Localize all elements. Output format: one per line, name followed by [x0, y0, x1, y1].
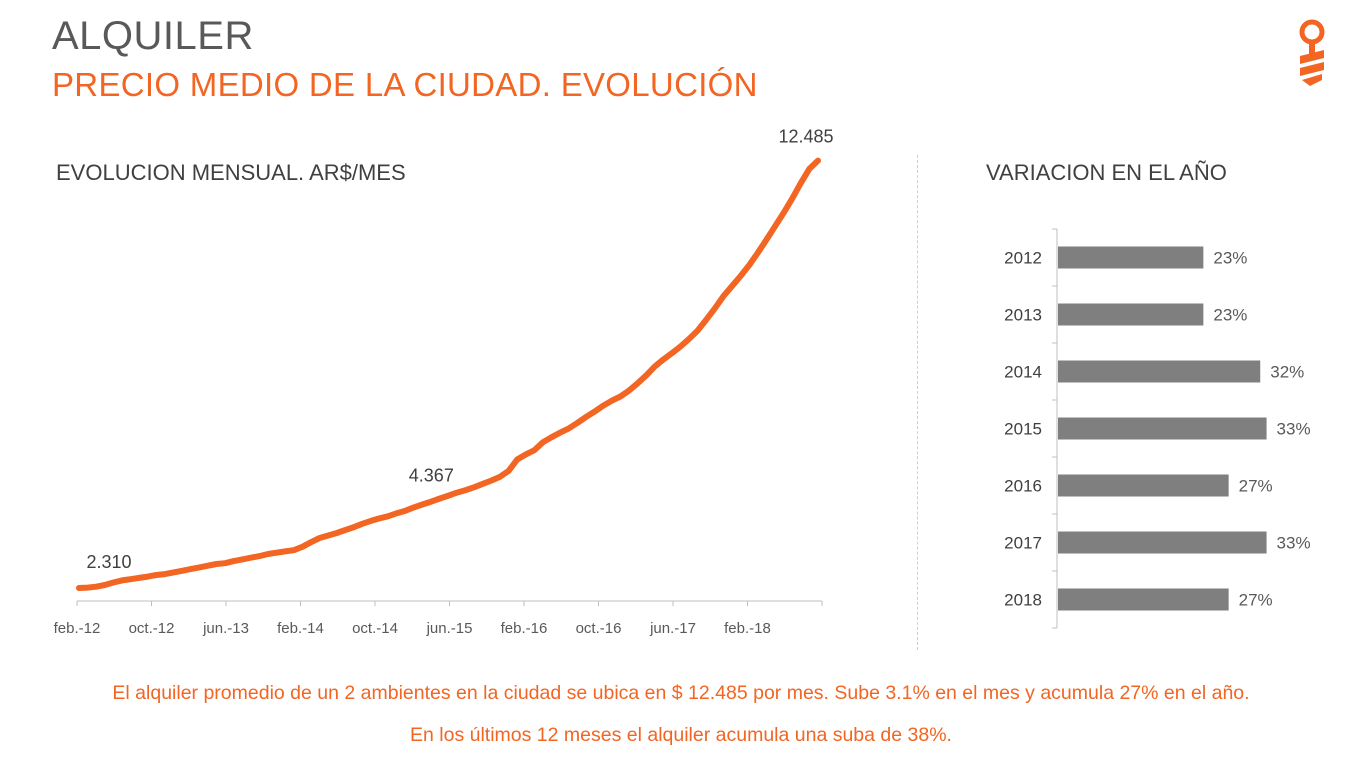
category-label: 2016: [1004, 477, 1042, 496]
price-series-line: [76, 157, 821, 591]
variation-bar: [1058, 588, 1229, 611]
line-chart-title: EVOLUCION MENSUAL. AR$/MES: [56, 160, 406, 185]
x-tick-label: jun.-15: [426, 620, 473, 637]
bar-value-label: 27%: [1239, 591, 1273, 610]
page-subtitle: PRECIO MEDIO DE LA CIUDAD. EVOLUCIÓN: [52, 66, 758, 103]
variation-bar: [1058, 531, 1267, 554]
x-tick-label: jun.-17: [649, 620, 696, 637]
x-tick-label: feb.-16: [501, 620, 548, 637]
variation-bar: [1058, 303, 1204, 326]
category-label: 2014: [1004, 363, 1042, 382]
category-label: 2015: [1004, 420, 1042, 439]
data-label: 12.485: [778, 127, 833, 147]
x-tick-label: oct.-14: [352, 620, 398, 637]
x-tick-label: feb.-12: [54, 620, 101, 637]
x-tick-label: oct.-16: [576, 620, 622, 637]
variation-bar: [1058, 417, 1267, 440]
category-label: 2017: [1004, 534, 1042, 553]
x-tick-label: jun.-13: [202, 620, 249, 637]
x-tick-label: feb.-14: [277, 620, 324, 637]
variation-bar: [1058, 246, 1204, 269]
data-label: 4.367: [409, 466, 454, 486]
bar-value-label: 33%: [1277, 420, 1311, 439]
bar-value-label: 27%: [1239, 477, 1273, 496]
variation-bar: [1058, 474, 1229, 497]
page-title: ALQUILER: [52, 14, 254, 58]
bar-value-label: 33%: [1277, 534, 1311, 553]
category-label: 2012: [1004, 249, 1042, 268]
chart-divider: [917, 155, 918, 650]
bar-value-label: 32%: [1270, 363, 1304, 382]
x-tick-label: feb.-18: [724, 620, 771, 637]
footer-summary: El alquiler promedio de un 2 ambientes e…: [112, 682, 1250, 704]
x-tick-label: oct.-12: [129, 620, 175, 637]
category-label: 2018: [1004, 591, 1042, 610]
key-logo-icon: [1299, 19, 1325, 86]
footer-annual-summary: En los últimos 12 meses el alquiler acum…: [410, 724, 952, 746]
variation-bar: [1058, 360, 1261, 383]
bar-value-label: 23%: [1213, 249, 1247, 268]
bar-value-label: 23%: [1213, 306, 1247, 325]
bar-chart-title: VARIACION EN EL AÑO: [986, 160, 1227, 185]
category-label: 2013: [1004, 306, 1042, 325]
data-label: 2.310: [86, 552, 131, 572]
